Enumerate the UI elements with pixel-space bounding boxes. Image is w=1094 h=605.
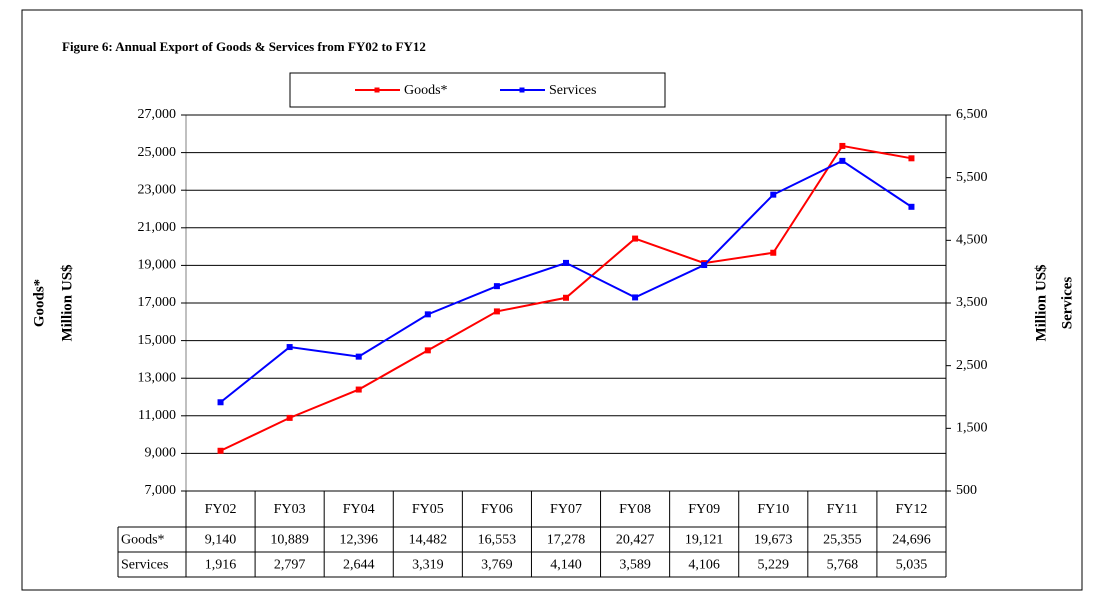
- y-tick-label: 15,000: [138, 333, 177, 348]
- point: [286, 344, 293, 351]
- legend-box: [289, 72, 666, 108]
- x-tick-label: FY12: [896, 502, 928, 517]
- point: [701, 262, 708, 269]
- point: [632, 294, 639, 301]
- point: [563, 294, 569, 301]
- legend-marker: [374, 87, 380, 93]
- table-value: 2,644: [343, 558, 375, 573]
- y2-tick-label: 4,500: [956, 233, 988, 248]
- point: [493, 308, 500, 315]
- y2-tick-label: 1,500: [956, 421, 988, 436]
- table-value: 24,696: [892, 533, 931, 548]
- table-value: 1,916: [205, 558, 237, 573]
- table-value: 5,035: [896, 558, 928, 573]
- y2-tick-label: 2,500: [956, 358, 988, 373]
- y-tick-label: 13,000: [138, 370, 177, 385]
- table-value: 25,355: [823, 533, 862, 548]
- y2-tick-label: 5,500: [956, 170, 988, 185]
- table-value: 9,140: [205, 533, 237, 548]
- point: [424, 311, 431, 318]
- point: [839, 142, 846, 149]
- table-value: 19,121: [685, 533, 724, 548]
- y-tick-label: 25,000: [138, 145, 177, 160]
- x-tick-label: FY08: [619, 502, 651, 517]
- y2-tick-label: 6,500: [956, 107, 988, 122]
- table-value: 5,768: [827, 558, 859, 573]
- y2-tick-label: 3,500: [956, 295, 988, 310]
- chart-title: Figure 6: Annual Export of Goods & Servi…: [62, 39, 426, 54]
- table-value: 4,140: [550, 558, 582, 573]
- x-tick-label: FY10: [757, 502, 789, 517]
- y-tick-label: 9,000: [145, 446, 177, 461]
- point: [286, 414, 293, 421]
- y-tick-label: 7,000: [145, 483, 177, 498]
- legend-marker: [519, 87, 525, 93]
- table-value: 20,427: [616, 533, 655, 548]
- legend-label: Services: [549, 83, 596, 98]
- x-tick-label: FY05: [412, 502, 444, 517]
- x-tick-label: FY11: [827, 502, 858, 517]
- y-tick-label: 11,000: [138, 408, 176, 423]
- point: [908, 155, 915, 162]
- x-tick-label: FY07: [550, 502, 582, 517]
- point: [632, 235, 639, 242]
- table-value: 16,553: [478, 533, 517, 548]
- y-tick-label: 27,000: [138, 107, 177, 122]
- point: [355, 386, 362, 393]
- x-tick-label: FY09: [688, 502, 720, 517]
- x-tick-label: FY03: [274, 502, 306, 517]
- table-value: 2,797: [274, 558, 306, 573]
- y2-axis-title: Services: [1059, 277, 1075, 330]
- table-value: 12,396: [339, 533, 378, 548]
- y-tick-label: 23,000: [138, 182, 177, 197]
- table-value: 3,769: [481, 558, 513, 573]
- x-tick-label: FY02: [205, 502, 237, 517]
- table-value: 19,673: [754, 533, 793, 548]
- y-axis-title: Million US$: [59, 264, 75, 342]
- table-value: 4,106: [688, 558, 720, 573]
- table-value: 3,319: [412, 558, 444, 573]
- y-tick-label: 19,000: [138, 258, 177, 273]
- point: [908, 203, 915, 210]
- point: [355, 353, 362, 360]
- y-tick-label: 17,000: [138, 295, 177, 310]
- y2-tick-label: 500: [956, 483, 977, 498]
- table-value: 5,229: [758, 558, 790, 573]
- point: [217, 447, 224, 454]
- x-tick-label: FY04: [343, 502, 375, 517]
- point: [839, 157, 846, 164]
- y2-axis-title: Million US$: [1033, 264, 1049, 342]
- point: [493, 283, 500, 290]
- table-value: 14,482: [409, 533, 448, 548]
- point: [563, 259, 569, 266]
- y-axis-title: Goods*: [31, 279, 47, 327]
- y-tick-label: 21,000: [138, 220, 177, 235]
- table-value: 3,589: [619, 558, 651, 573]
- table-row-label: Services: [121, 558, 168, 573]
- point: [424, 347, 431, 354]
- point: [217, 399, 224, 406]
- point: [770, 191, 777, 198]
- point: [770, 249, 777, 256]
- table-value: 17,278: [547, 533, 586, 548]
- legend-label: Goods*: [404, 83, 448, 98]
- x-tick-label: FY06: [481, 502, 513, 517]
- table-value: 10,889: [270, 533, 309, 548]
- table-row-label: Goods*: [121, 533, 165, 548]
